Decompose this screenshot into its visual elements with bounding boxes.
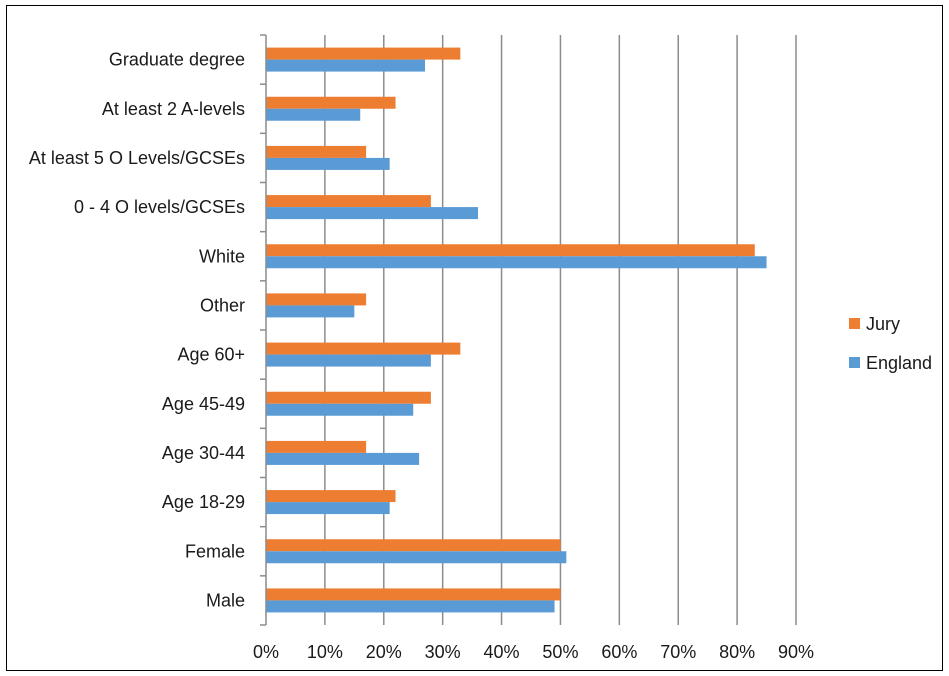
bar-england xyxy=(266,502,390,515)
x-tick-label: 0% xyxy=(253,642,279,662)
category-labels: Graduate degree At least 2 A-levels At lea… xyxy=(29,50,245,611)
bar-england xyxy=(266,59,425,72)
x-tick-label: 80% xyxy=(719,642,755,662)
bar-jury xyxy=(266,342,461,355)
legend-label: Jury xyxy=(866,314,900,334)
bar-england xyxy=(266,354,431,367)
category-label: Graduate degree xyxy=(109,50,245,70)
category-label: At least 5 O Levels/GCSEs xyxy=(29,148,245,168)
bar-england xyxy=(266,600,555,613)
category-label: 0 - 4 O levels/GCSEs xyxy=(74,197,245,217)
category-label: White xyxy=(199,246,245,266)
category-label: Age 30-44 xyxy=(162,443,245,463)
x-tick-label: 90% xyxy=(778,642,814,662)
x-tick-label: 40% xyxy=(484,642,520,662)
x-tick-label: 20% xyxy=(366,642,402,662)
category-label: Other xyxy=(200,295,245,315)
bar-jury xyxy=(266,490,396,503)
gridlines xyxy=(324,35,797,625)
category-label: Age 45-49 xyxy=(162,394,245,414)
bar-jury xyxy=(266,440,367,453)
category-label: Male xyxy=(206,590,245,610)
bar-jury xyxy=(266,293,367,306)
legend: Jury England xyxy=(849,314,932,373)
bar-england xyxy=(266,551,567,564)
bar-jury xyxy=(266,588,561,601)
x-tick-label: 10% xyxy=(307,642,343,662)
legend-label: England xyxy=(866,353,932,373)
category-label: At least 2 A-levels xyxy=(102,99,245,119)
bar-england xyxy=(266,403,414,416)
category-label: Age 18-29 xyxy=(162,492,245,512)
category-label: Age 60+ xyxy=(177,345,245,365)
bar-england xyxy=(266,256,767,269)
bar-jury xyxy=(266,244,755,257)
x-tick-label: 70% xyxy=(660,642,696,662)
bar-england xyxy=(266,108,361,121)
x-tick-label: 50% xyxy=(542,642,578,662)
axes: 0% 10% 20% 30% 40% 50% 60% 70% 80% 90% xyxy=(253,34,814,662)
x-tick-label: 30% xyxy=(425,642,461,662)
bar-jury xyxy=(266,539,561,552)
legend-swatch-jury xyxy=(849,318,860,329)
x-tick-label: 60% xyxy=(601,642,637,662)
bar-england xyxy=(266,305,355,318)
legend-swatch-england xyxy=(849,357,860,368)
bar-england xyxy=(266,157,390,170)
bar-jury xyxy=(266,96,396,109)
bar-england xyxy=(266,452,420,465)
bars xyxy=(266,47,767,613)
bar-jury xyxy=(266,47,461,60)
bar-jury xyxy=(266,195,431,208)
category-label: Female xyxy=(185,541,245,561)
bar-jury xyxy=(266,391,431,404)
bar-england xyxy=(266,207,478,220)
bar-jury xyxy=(266,145,367,158)
